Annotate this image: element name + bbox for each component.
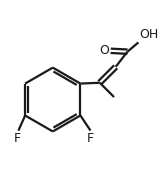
Text: F: F bbox=[14, 132, 21, 145]
Text: OH: OH bbox=[139, 28, 158, 41]
Text: F: F bbox=[87, 132, 94, 145]
Text: O: O bbox=[99, 44, 109, 57]
